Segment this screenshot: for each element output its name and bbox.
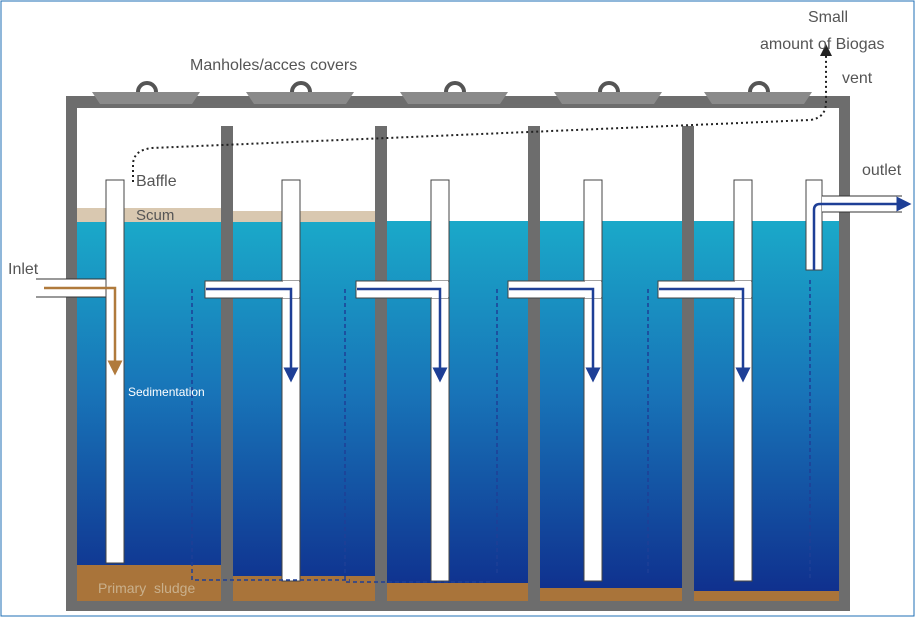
- label-inlet: Inlet: [8, 261, 39, 278]
- manhole-cover-3: [400, 81, 508, 104]
- manhole-cover-2: [246, 81, 354, 104]
- partition-wall-3: [528, 126, 540, 602]
- partition-wall-2: [375, 126, 387, 602]
- tank-floor: [66, 601, 850, 611]
- partition-wall-4: [682, 126, 694, 602]
- scum-layer-2: [233, 211, 375, 222]
- manhole-cover-4: [554, 81, 662, 104]
- baffle-3: [344, 179, 490, 583]
- label-biogas: amount of Biogas: [760, 36, 885, 53]
- label-outlet: outlet: [862, 162, 902, 179]
- label-scum: Scum: [136, 207, 174, 224]
- manhole-cover-1: [92, 81, 200, 104]
- inlet-baffle: [36, 179, 125, 564]
- sludge-layer-5: [694, 591, 839, 601]
- tank-wall-right: [839, 96, 850, 610]
- tank-wall-left: [66, 96, 77, 610]
- label-small: Small: [808, 9, 848, 26]
- label-sedimentation: Sedimentation: [128, 385, 205, 399]
- baffle-4: [496, 179, 603, 582]
- label-manholes: Manholes/acces covers: [190, 57, 357, 74]
- manhole-cover-5: [704, 81, 812, 104]
- label-baffle: Baffle: [136, 173, 177, 190]
- baffle-5: [647, 179, 753, 582]
- sludge-layer-4: [540, 588, 682, 601]
- baffle-2: [191, 179, 350, 582]
- partition-wall-1: [221, 126, 233, 602]
- label-vent: vent: [842, 70, 873, 87]
- outlet-baffle: [805, 179, 912, 580]
- sludge-layer-3: [387, 583, 528, 601]
- sludge-layer-1: [77, 565, 221, 601]
- label-sludge: Primary sludge: [98, 580, 195, 596]
